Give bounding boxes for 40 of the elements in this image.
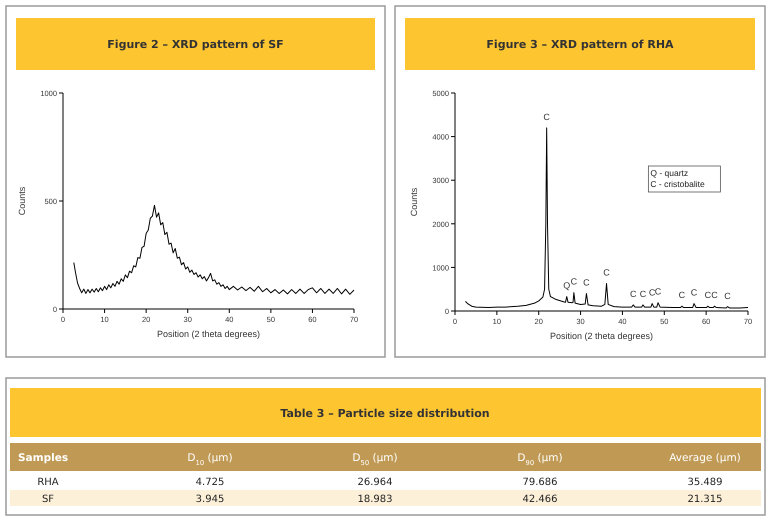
data-label: 3.945 [196,494,224,505]
annotation: C [711,290,718,300]
annotation: Q [563,280,570,291]
annotation: C [570,276,578,287]
annotation: C [678,290,686,300]
chart-title: Figure 2 – XRD pattern of SF [107,38,284,51]
data-label: 79.686 [522,477,558,488]
category-label: D$_{50}$ (µm) [352,452,398,467]
annotation: C [630,288,638,299]
annotation: C [690,288,698,298]
category-label: D$_{10}$ (µm) [187,452,233,467]
x-axis-title: Position (2 theta degrees) [550,331,654,341]
text: Table 3 – Particle size distribution [280,407,490,420]
data-label: 35.489 [688,477,722,488]
data-label: 4.725 [196,477,224,488]
data-label: 26.964 [358,477,392,488]
annotation: C [654,286,662,297]
annotation: C - cristobalite [650,179,705,189]
annotation: C [724,290,732,301]
y-axis-title: Counts [17,186,27,216]
annotation: C [640,288,647,299]
data-label: 21.315 [688,494,722,505]
category-label: Average (µm) [669,452,741,464]
annotation: C [648,288,656,298]
data-label: 18.983 [358,494,392,505]
line-series [73,204,354,295]
line-series [464,127,748,308]
chart-title: Figure 3 – XRD pattern of RHA [486,38,674,51]
series-label: RHA [37,477,59,488]
x-axis-title: Position (2 theta degrees) [156,329,260,339]
annotation: C [583,278,590,288]
series-label: SF [42,494,54,505]
annotation: C [704,290,712,300]
category-label: D$_{90}$ (µm) [517,452,563,467]
annotation: C [543,112,550,122]
annotation: Q - quartz [650,168,688,178]
data-label: 42.466 [522,494,558,505]
text: Samples [18,452,68,464]
annotation: C [603,268,610,278]
y-axis-title: Counts [409,187,419,216]
